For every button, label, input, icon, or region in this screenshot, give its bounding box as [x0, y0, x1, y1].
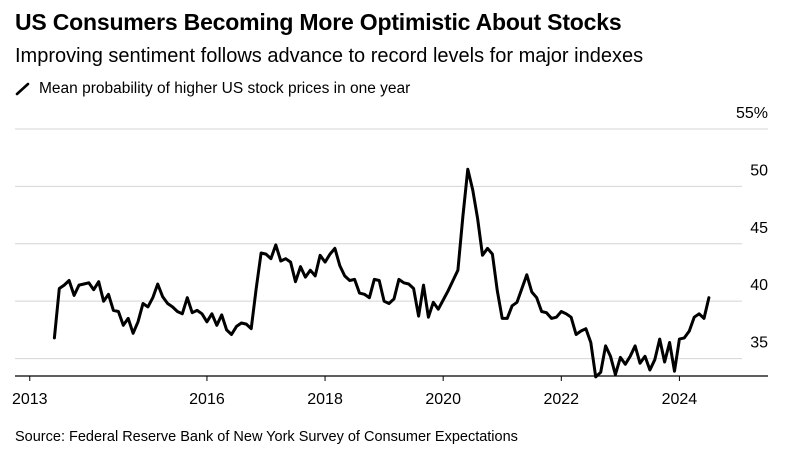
x-tick-label: 2022: [543, 391, 579, 408]
legend: Mean probability of higher US stock pric…: [15, 80, 410, 98]
series-layer: [52, 167, 711, 379]
y-tick-label: 45: [750, 220, 768, 237]
series-points: [54, 169, 709, 377]
gridlines: [15, 128, 768, 360]
y-tick-label: 50: [750, 162, 768, 179]
x-tick-label: 2016: [189, 391, 225, 408]
x-axis: 2013 2016 2018 2020 2022 2024: [12, 375, 768, 408]
chart-subtitle: Improving sentiment follows advance to r…: [15, 45, 644, 67]
source-note: Source: Federal Reserve Bank of New York…: [15, 429, 518, 445]
y-tick-label: 55%: [736, 105, 768, 122]
x-tick-label: 2013: [12, 391, 48, 408]
legend-line-icon: [15, 82, 30, 96]
chart-title: US Consumers Becoming More Optimistic Ab…: [15, 9, 622, 35]
series-line-0: [52, 167, 711, 379]
y-axis: 55% 50 45 40 35: [736, 105, 768, 352]
y-tick-label: 40: [750, 277, 768, 294]
x-tick-label: 2018: [307, 391, 343, 408]
x-tick-label: 2020: [425, 391, 461, 408]
y-tick-label: 35: [750, 335, 768, 352]
x-tick-label: 2024: [662, 391, 698, 408]
legend-label: Mean probability of higher US stock pric…: [39, 80, 411, 97]
